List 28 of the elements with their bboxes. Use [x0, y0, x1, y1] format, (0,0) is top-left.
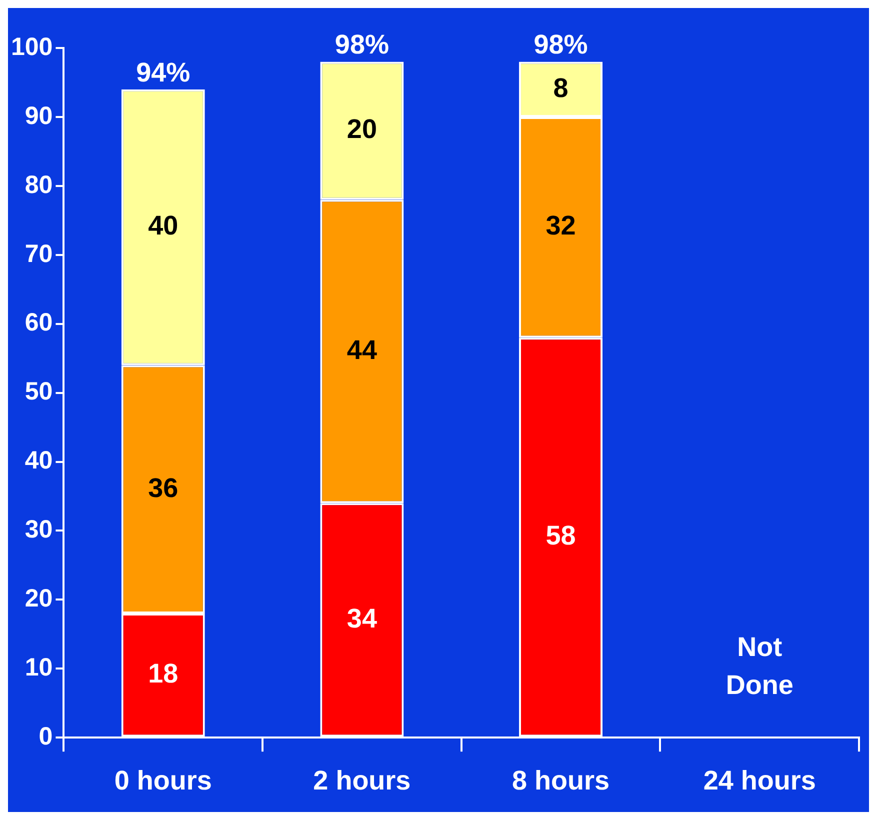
data-label: 8 — [553, 72, 568, 103]
data-label: 58 — [546, 520, 576, 551]
total-label: 98% — [534, 30, 588, 60]
data-label: 18 — [148, 658, 178, 688]
y-tick-label: 70 — [24, 240, 53, 268]
data-label: 34 — [346, 603, 377, 634]
y-tick-label: 30 — [24, 516, 53, 544]
data-label: 40 — [148, 210, 178, 241]
y-tick-label: 20 — [24, 584, 53, 613]
data-label: 44 — [346, 334, 377, 365]
y-tick-label: 80 — [24, 170, 53, 199]
data-label: 36 — [148, 472, 178, 503]
y-tick-label: 40 — [24, 446, 53, 475]
total-label: 98% — [334, 30, 389, 60]
y-tick-label: 60 — [24, 308, 53, 337]
x-tick-label: 24 hours — [703, 765, 816, 796]
y-tick-label: 50 — [24, 378, 53, 406]
y-tick-label: 10 — [24, 654, 53, 682]
x-tick-label: 8 hours — [512, 765, 610, 796]
x-tick-label: 2 hours — [313, 765, 411, 796]
annotation: Not Done — [726, 632, 794, 700]
x-tick-label: 0 hours — [114, 765, 212, 796]
y-tick-label: 90 — [24, 102, 53, 130]
total-label: 94% — [136, 57, 190, 88]
data-label: 32 — [546, 210, 576, 241]
y-tick-label: 0 — [38, 722, 53, 750]
data-label: 20 — [346, 114, 377, 144]
y-tick-label: 100 — [10, 32, 53, 61]
